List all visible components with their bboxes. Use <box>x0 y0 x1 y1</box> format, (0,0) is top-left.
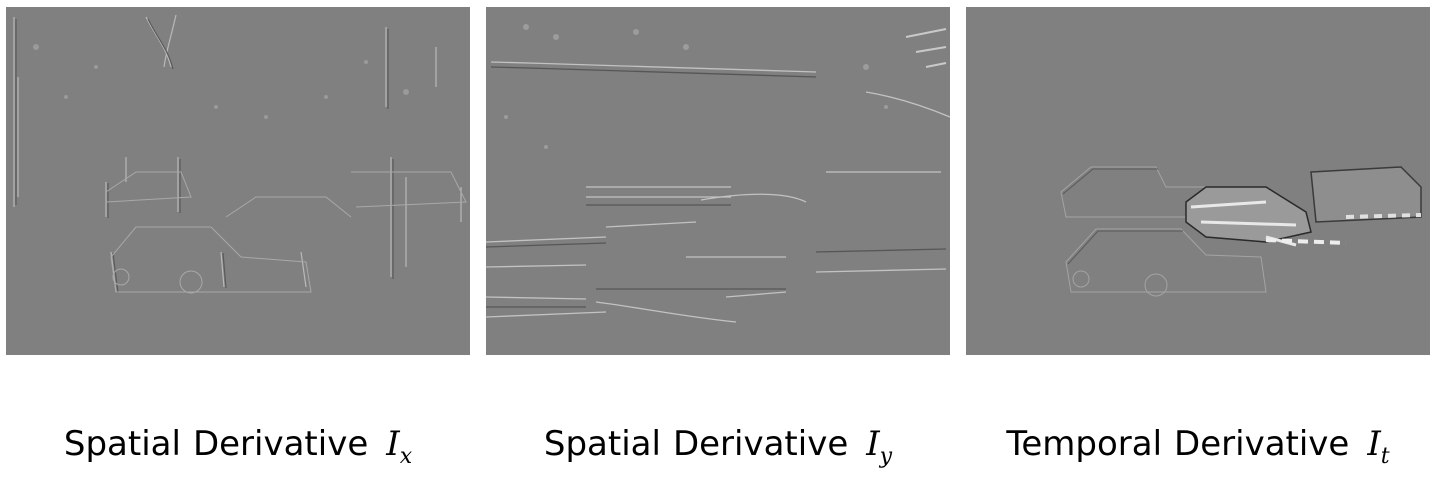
caption-word: Spatial <box>543 424 661 464</box>
derivative-symbol: I <box>1367 424 1381 464</box>
caption-iy: Spatial Derivative Iy <box>486 424 950 474</box>
iy-derivative-image <box>486 7 950 355</box>
derivative-subscript: t <box>1380 444 1390 469</box>
iy-image-graphic <box>486 7 950 355</box>
ix-image-graphic <box>6 7 470 355</box>
caption-word: Temporal <box>1006 424 1163 464</box>
caption-word: Spatial <box>63 424 181 464</box>
it-derivative-image <box>966 7 1430 355</box>
caption-word: Derivative <box>672 424 849 464</box>
caption-ix: Spatial Derivative Ix <box>6 424 470 474</box>
caption-word: Derivative <box>1174 424 1350 464</box>
derivative-symbol: I <box>866 424 880 464</box>
derivative-subscript: y <box>879 444 893 469</box>
caption-word: Derivative <box>192 424 369 464</box>
derivative-subscript: x <box>399 444 413 469</box>
caption-it: Temporal Derivative It <box>966 424 1430 474</box>
derivative-symbol: I <box>386 424 400 464</box>
ix-derivative-image <box>6 7 470 355</box>
it-image-graphic <box>966 7 1430 355</box>
